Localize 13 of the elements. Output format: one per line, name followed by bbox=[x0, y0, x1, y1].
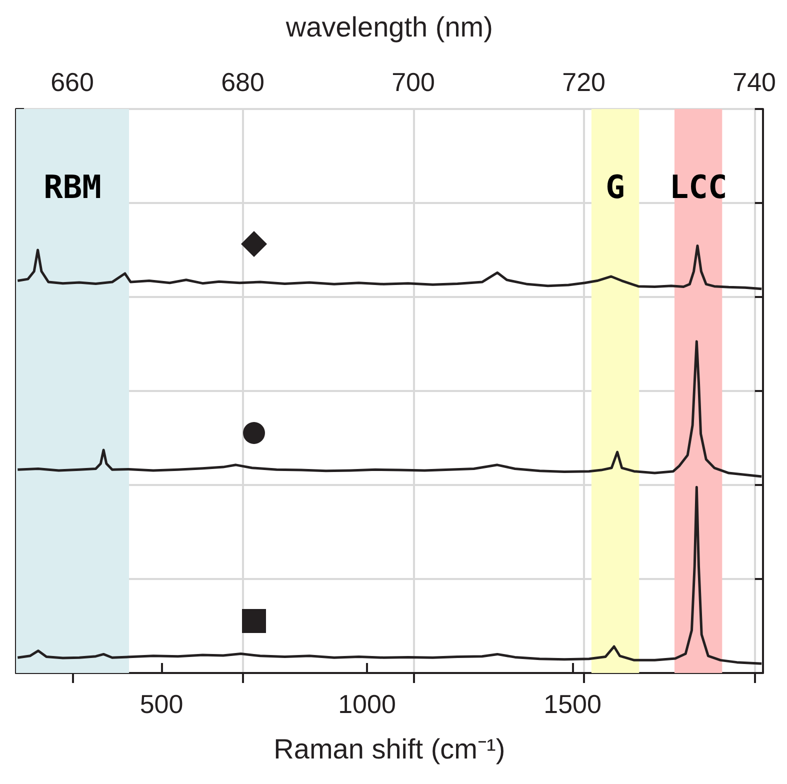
x2-tick-label: 700 bbox=[392, 67, 435, 97]
band-label: LCC bbox=[669, 168, 728, 206]
band-label: RBM bbox=[44, 168, 102, 206]
x-tick-label: 1000 bbox=[338, 689, 396, 719]
x-tick-label: 500 bbox=[140, 689, 184, 719]
x2-tick-label: 740 bbox=[732, 67, 776, 97]
x2-axis-title: wavelength (nm) bbox=[284, 12, 493, 42]
band-label: G bbox=[606, 168, 625, 206]
x-axis-title: Raman shift (cm⁻¹) bbox=[274, 734, 506, 764]
x2-tick-label: 660 bbox=[50, 67, 94, 97]
x2-tick-label: 720 bbox=[562, 67, 606, 97]
x-tick-label: 1500 bbox=[544, 689, 602, 719]
x2-tick-label: 680 bbox=[221, 67, 264, 97]
